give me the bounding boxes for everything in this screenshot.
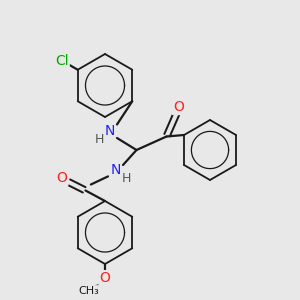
Text: O: O — [57, 171, 68, 185]
Text: N: N — [110, 163, 121, 176]
Text: H: H — [121, 172, 131, 185]
Text: O: O — [100, 271, 110, 285]
Text: H: H — [94, 133, 104, 146]
Text: CH₃: CH₃ — [78, 286, 99, 296]
Text: Cl: Cl — [55, 55, 69, 68]
Text: N: N — [104, 124, 115, 137]
Text: O: O — [173, 100, 184, 114]
